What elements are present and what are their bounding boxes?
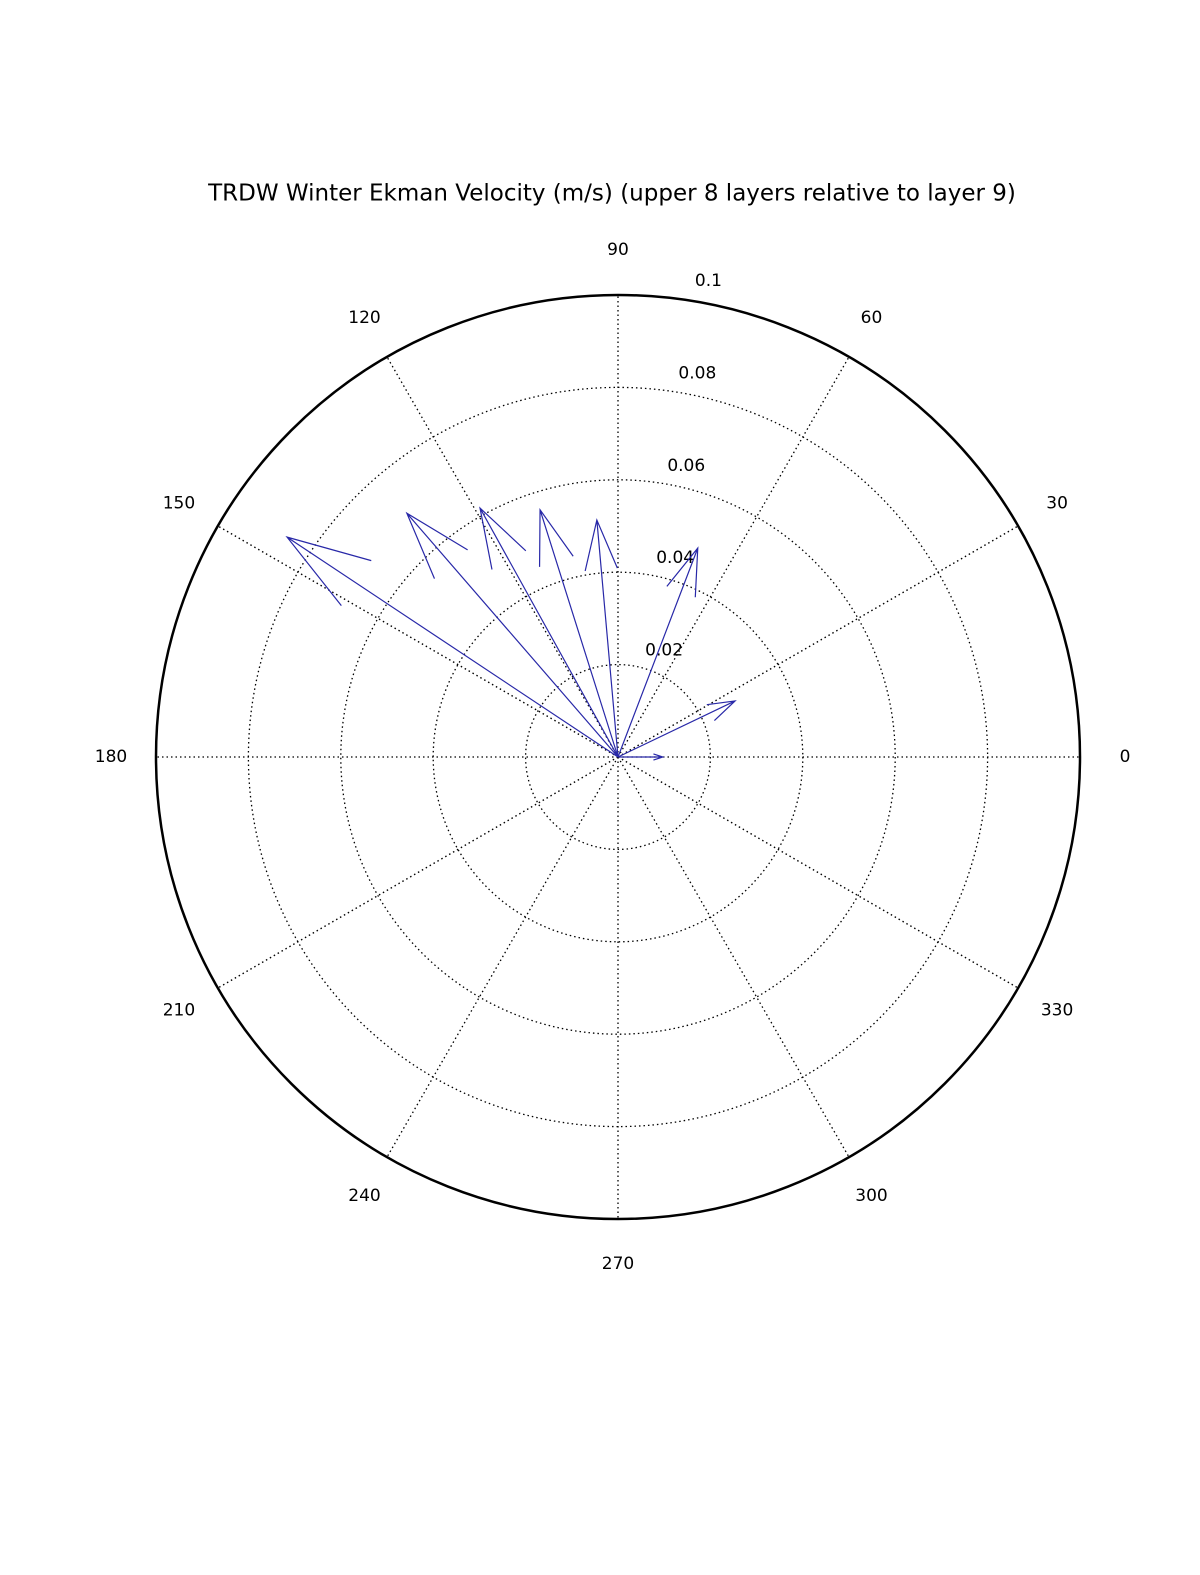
grid-spoke <box>617 525 1019 758</box>
arrow <box>405 511 619 758</box>
theta-tick-label: 180 <box>95 747 127 767</box>
outer-ring <box>154 293 1082 1221</box>
grid-spoke <box>217 525 619 758</box>
r-tick-label: 0.06 <box>667 456 705 476</box>
grid-spoke <box>217 756 619 989</box>
arrow <box>618 753 665 761</box>
theta-tick-label: 120 <box>348 308 380 328</box>
theta-tick-label: 330 <box>1041 1001 1073 1021</box>
arrow <box>479 506 619 758</box>
chart-title: TRDW Winter Ekman Velocity (m/s) (upper … <box>207 181 1016 207</box>
grid-spoke <box>386 356 619 758</box>
r-tick-label: 0.1 <box>695 271 722 291</box>
theta-tick-label: 30 <box>1046 494 1068 514</box>
grid-ring <box>340 479 896 1035</box>
theta-tick-label: 0 <box>1120 747 1131 767</box>
grid-spoke <box>617 756 850 1158</box>
arrow <box>584 518 619 758</box>
r-tick-label: 0.08 <box>678 363 716 383</box>
theta-tick-label: 300 <box>855 1186 887 1206</box>
arrow <box>617 700 737 758</box>
arrow <box>538 507 619 758</box>
theta-tick-label: 270 <box>602 1254 634 1274</box>
grid-spoke <box>386 756 619 1158</box>
r-tick-label: 0.02 <box>645 641 683 661</box>
grid-spoke <box>617 756 1019 989</box>
grid-ring <box>524 663 712 851</box>
arrow <box>285 536 619 758</box>
grid-ring <box>247 386 989 1128</box>
r-tick-label: 0.04 <box>656 548 694 568</box>
grid-spoke <box>617 356 850 758</box>
arrow <box>617 546 699 758</box>
theta-tick-label: 60 <box>861 308 883 328</box>
theta-tick-label: 90 <box>607 240 629 260</box>
theta-tick-label: 210 <box>163 1001 195 1021</box>
theta-tick-label: 240 <box>348 1186 380 1206</box>
theta-tick-label: 150 <box>163 494 195 514</box>
